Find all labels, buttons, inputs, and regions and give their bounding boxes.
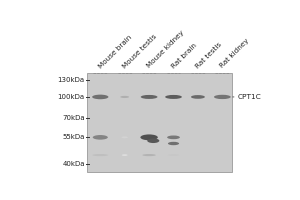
Ellipse shape <box>165 95 182 99</box>
Text: CPT1C: CPT1C <box>238 94 261 100</box>
Ellipse shape <box>122 136 128 138</box>
Text: Rat kidney: Rat kidney <box>219 38 251 69</box>
Ellipse shape <box>141 95 158 99</box>
Ellipse shape <box>168 142 179 145</box>
Text: Rat brain: Rat brain <box>170 42 198 69</box>
Text: Rat testis: Rat testis <box>195 41 223 69</box>
Text: 100kDa: 100kDa <box>58 94 85 100</box>
Text: Mouse kidney: Mouse kidney <box>146 30 185 69</box>
Ellipse shape <box>147 138 159 143</box>
Text: 70kDa: 70kDa <box>62 115 85 121</box>
Ellipse shape <box>93 135 108 140</box>
Ellipse shape <box>167 135 180 139</box>
Ellipse shape <box>142 154 156 156</box>
Text: 55kDa: 55kDa <box>62 134 85 140</box>
Ellipse shape <box>122 154 128 156</box>
Text: 40kDa: 40kDa <box>62 161 85 167</box>
Bar <box>88 73 232 172</box>
Ellipse shape <box>191 95 205 99</box>
Ellipse shape <box>120 96 129 98</box>
Ellipse shape <box>168 154 179 156</box>
Ellipse shape <box>140 134 158 140</box>
Ellipse shape <box>92 95 108 99</box>
Ellipse shape <box>214 95 231 99</box>
Text: 130kDa: 130kDa <box>58 77 85 83</box>
Text: Mouse testis: Mouse testis <box>122 33 158 69</box>
Text: Mouse brain: Mouse brain <box>97 34 133 69</box>
Ellipse shape <box>92 154 108 156</box>
